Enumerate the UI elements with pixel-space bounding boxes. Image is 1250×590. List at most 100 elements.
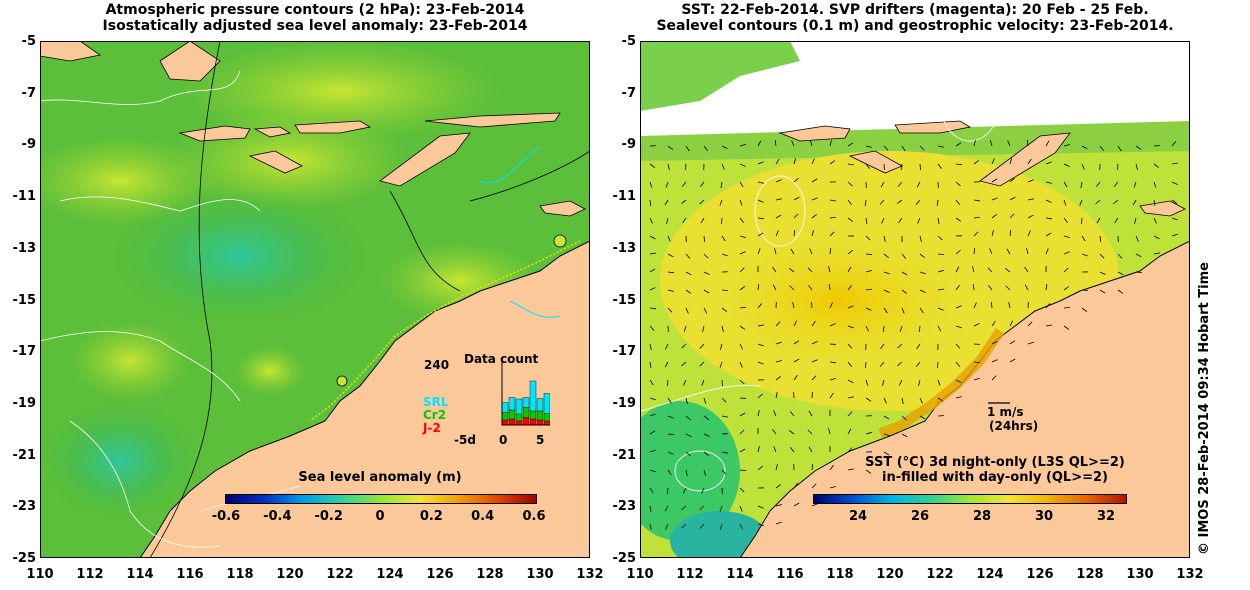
velocity-arrow — [1063, 163, 1070, 167]
velocity-arrow — [864, 361, 867, 369]
velocity-arrow — [1099, 289, 1106, 294]
velocity-arrow — [973, 302, 977, 309]
velocity-arrow — [918, 379, 921, 386]
velocity-arrow — [864, 199, 867, 206]
velocity-arrow — [685, 433, 692, 438]
velocity-arrow — [1063, 235, 1070, 239]
velocity-arrow — [991, 320, 996, 327]
velocity-arrow — [701, 379, 705, 386]
velocity-arrow — [719, 199, 723, 206]
velocity-arrow — [828, 266, 831, 273]
velocity-arrow — [901, 289, 908, 294]
velocity-arrow — [649, 252, 656, 255]
velocity-arrow — [808, 410, 813, 417]
velocity-arrow — [1045, 217, 1052, 220]
velocity-arrow — [793, 158, 797, 165]
velocity-arrow — [865, 325, 870, 332]
velocity-arrow — [775, 392, 778, 399]
velocity-arrow — [955, 325, 962, 329]
velocity-arrow — [811, 178, 818, 183]
velocity-arrow — [793, 358, 800, 363]
inset-legend-j2: J-2 — [423, 421, 441, 435]
velocity-arrow — [721, 307, 728, 312]
velocity-arrow — [883, 451, 890, 456]
right-xtick: 110 — [626, 567, 654, 582]
velocity-arrow — [703, 271, 710, 275]
velocity-arrow — [1024, 266, 1029, 273]
velocity-arrow — [649, 217, 653, 224]
velocity-arrow — [847, 266, 852, 273]
velocity-arrow — [937, 307, 944, 311]
velocity-arrow — [665, 343, 669, 350]
velocity-arrow — [811, 230, 815, 237]
velocity-arrow — [883, 235, 886, 242]
velocity-arrow — [757, 410, 760, 417]
right-xtick: 122 — [926, 567, 954, 582]
velocity-arrow — [880, 181, 885, 188]
right-ytick: -25 — [612, 551, 637, 566]
velocity-arrow — [703, 235, 706, 243]
velocity-arrow — [1045, 140, 1050, 147]
velocity-arrow — [865, 431, 872, 435]
velocity-arrow — [684, 163, 687, 171]
velocity-arrow — [937, 217, 940, 224]
velocity-arrow — [681, 181, 687, 187]
velocity-arrow — [1026, 248, 1029, 255]
velocity-arrow — [703, 289, 710, 294]
inset-axis — [501, 361, 550, 426]
velocity-arrow — [793, 374, 798, 381]
velocity-arrow — [789, 267, 795, 273]
velocity-arrow — [757, 181, 764, 184]
velocity-arrow — [649, 487, 654, 494]
velocity-arrow — [739, 181, 744, 188]
velocity-arrow — [829, 199, 836, 202]
velocity-arrow — [917, 217, 921, 224]
sla-colorbar — [225, 494, 537, 504]
velocity-arrow — [847, 361, 853, 367]
velocity-arrow — [685, 145, 690, 152]
right-xtick: 112 — [676, 567, 704, 582]
velocity-arrow — [1171, 162, 1178, 165]
velocity-arrow — [1045, 199, 1052, 203]
velocity-arrow — [702, 325, 705, 332]
velocity-arrow — [685, 415, 691, 421]
velocity-arrow — [1153, 252, 1160, 255]
velocity-arrow — [701, 487, 705, 494]
velocity-arrow — [991, 301, 993, 309]
velocity-arrow — [739, 325, 746, 330]
velocity-arrow — [1081, 163, 1085, 170]
velocity-arrow — [811, 341, 818, 345]
velocity-arrow — [1153, 217, 1157, 224]
inset-legend-cr2: Cr2 — [423, 408, 447, 422]
velocity-arrow — [937, 288, 944, 291]
velocity-arrow — [900, 163, 903, 170]
sst-colorbar — [813, 494, 1127, 504]
velocity-arrow — [1080, 181, 1083, 188]
velocity-arrow — [955, 163, 963, 166]
velocity-arrow — [1081, 235, 1086, 242]
velocity-arrow — [1134, 217, 1137, 224]
velocity-arrow — [1009, 177, 1015, 183]
inset-bar — [543, 420, 550, 426]
inset-bar — [515, 398, 523, 415]
velocity-arrow — [700, 181, 705, 188]
velocity-arrow — [757, 140, 762, 147]
left-ytick: -11 — [12, 189, 37, 205]
left-xtick: 114 — [126, 567, 154, 582]
inset-bar — [543, 413, 550, 422]
right-title-line2: Sealevel contours (0.1 m) and geostrophi… — [656, 18, 1174, 34]
velocity-arrow — [721, 415, 728, 418]
velocity-arrow — [739, 286, 746, 291]
velocity-arrow — [811, 214, 818, 219]
velocity-arrow — [919, 289, 926, 293]
inset-xtick-5: 5 — [536, 433, 545, 447]
velocity-arrow — [829, 231, 835, 237]
velocity-arrow — [1027, 321, 1033, 327]
velocity-arrow — [883, 253, 889, 259]
velocity-arrow — [901, 253, 907, 259]
velocity-arrow — [721, 397, 727, 403]
velocity-arrow — [811, 320, 816, 327]
velocity-arrow — [1099, 145, 1104, 152]
velocity-arrow — [775, 360, 782, 363]
velocity-arrow — [1009, 158, 1013, 165]
